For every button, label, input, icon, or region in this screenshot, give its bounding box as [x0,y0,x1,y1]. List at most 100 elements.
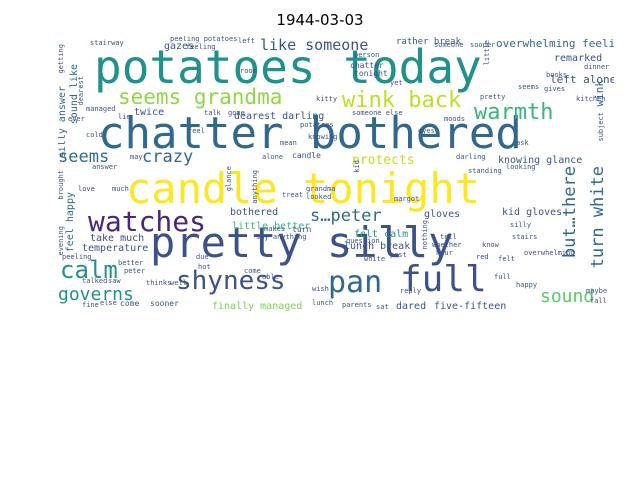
word: remarked [554,53,603,64]
word: overwhelming [524,249,575,257]
word: anything [251,170,259,204]
word: come [244,267,261,275]
word: happy [516,281,538,289]
word: treat [282,191,304,199]
word: able [262,273,279,281]
word: reply [400,287,422,295]
word: someone [434,41,464,49]
word: five-fifteen [434,301,507,312]
word: dearest darling [234,111,325,122]
word: nothing [421,220,429,250]
word: wish [312,285,329,293]
word: peeling potatoes [170,36,238,43]
word: dinner [584,63,610,71]
word: felt [498,255,515,263]
word: love [78,185,95,193]
word: candle [292,151,321,160]
word: whether [432,241,462,249]
word: pan [328,265,383,300]
word: mean [280,139,297,147]
word: calm [60,256,118,284]
word: bothered [230,207,279,218]
word: full [400,259,487,300]
word: brought [58,170,65,200]
word: yet [390,79,403,87]
word: wink back [342,88,462,113]
word: warmth [474,100,554,125]
word: twice [134,107,165,118]
word: shyness [176,266,286,296]
word: gone [228,109,245,117]
word: gazes [164,41,195,52]
word: thinks [146,279,172,287]
word: books [546,71,568,79]
word: dearest [77,76,85,106]
word: eyes [418,127,435,135]
word: lunch break [344,241,411,252]
word: full [494,273,511,281]
word: crazy [142,147,194,167]
word: felt calm [354,229,409,240]
word: governs [58,284,134,305]
word: protects [352,153,415,168]
word: silly [510,221,532,229]
word: potatoes today [94,40,482,94]
word: else [100,299,117,307]
word: kitchen [576,95,606,103]
word: silly answer [58,86,68,159]
word: gives [544,85,566,93]
word: little [483,40,491,66]
word: looked [306,193,332,201]
word: glance [225,166,233,192]
word: take much [90,233,145,244]
word: fine [82,301,99,309]
word: person [354,51,380,59]
word: chatter [350,61,384,70]
word: cold [86,131,103,139]
word: know [482,241,499,249]
word: feeling [186,43,216,51]
word: lunch [312,299,334,307]
word: hot [198,263,211,271]
word: knowing glance [498,155,583,166]
word: lie [118,113,131,121]
word: finally managed [212,301,303,312]
word: question [346,237,380,245]
word: kitty [316,95,338,103]
word: ever [68,115,85,123]
word: seems [58,147,110,167]
word: hour [436,249,453,257]
word: turn white [588,166,608,269]
word: pretty silly [150,218,454,267]
word: looking [506,163,536,171]
word: seems [518,83,540,91]
word: turn [292,225,312,234]
chart-title: 1944-03-03 [276,11,364,29]
word: saw [108,277,121,285]
word: room [240,67,257,75]
word: like someone [260,36,369,54]
word: gloves [424,209,461,220]
word: past [390,251,407,259]
word: but…there [560,166,580,259]
word: white [364,255,386,263]
word: talked [82,277,108,285]
word: margot [394,195,420,203]
word: ask [516,139,529,147]
word: overwhelming feeling [496,37,614,50]
word: sooner [150,299,179,308]
word: kid gloves [502,207,563,218]
word: temperature [82,243,149,254]
word: managed [86,105,116,113]
word: grandma [306,185,336,193]
word: come [120,299,140,308]
word: pretty [480,93,506,101]
word: getting [58,44,65,74]
word: kid [353,160,361,173]
word: makes [264,225,286,233]
word-cloud: candle tonight pretty silly chatter both… [58,36,614,314]
word: little better [232,221,311,232]
word: subject [597,112,605,142]
word: sat [376,303,389,311]
word: standing [468,167,502,175]
